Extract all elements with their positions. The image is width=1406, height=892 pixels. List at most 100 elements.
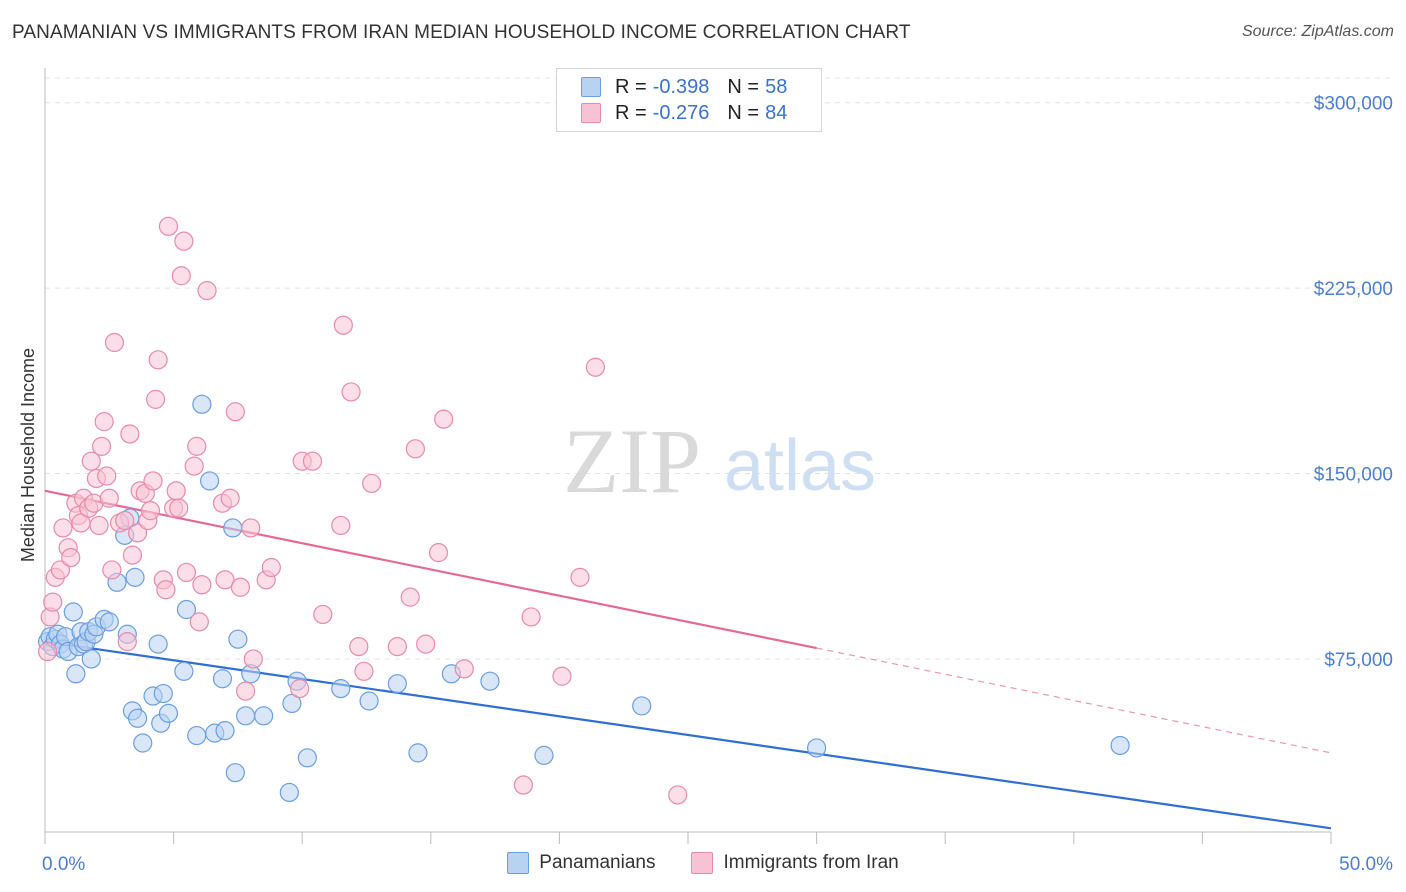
iran-point bbox=[331, 515, 351, 536]
iran-point bbox=[192, 575, 212, 595]
iran-point bbox=[668, 785, 688, 805]
y-tick-label: $225,000 bbox=[1314, 279, 1393, 300]
iran-point bbox=[349, 636, 369, 657]
panamanian-point bbox=[66, 664, 86, 684]
data-points bbox=[37, 216, 1130, 805]
n-value: 58 bbox=[765, 75, 788, 98]
iran-point bbox=[552, 666, 572, 686]
axes bbox=[44, 68, 1332, 844]
x-tick-label: 0.0% bbox=[42, 854, 85, 875]
panamanian-point bbox=[408, 743, 428, 763]
x-tick-label: 50.0% bbox=[1339, 854, 1393, 875]
panamanian-point bbox=[187, 725, 207, 746]
r-label: R = bbox=[615, 75, 647, 98]
iran-point bbox=[176, 562, 197, 583]
panamanian-trend-line bbox=[44, 640, 1332, 830]
iran-point bbox=[215, 570, 235, 590]
source-label: Source: ZipAtlas.com bbox=[1241, 23, 1394, 40]
iran-point bbox=[174, 231, 194, 251]
panamanian-point bbox=[254, 706, 274, 726]
panamanian-point bbox=[359, 691, 379, 711]
iran-point bbox=[102, 560, 122, 580]
iran-point bbox=[148, 350, 168, 370]
iran-point bbox=[94, 412, 114, 432]
iran-trend-line bbox=[44, 489, 817, 650]
legend-item-iran: Immigrants from Iran bbox=[691, 852, 899, 874]
iran-point bbox=[127, 523, 148, 543]
iran-point bbox=[236, 681, 256, 701]
watermark-atlas: atlas bbox=[724, 426, 876, 506]
iran-point bbox=[169, 498, 189, 518]
legend-item-panamanians: Panamanians bbox=[507, 852, 655, 874]
y-tick-label: $300,000 bbox=[1314, 94, 1393, 115]
iran-point bbox=[115, 510, 135, 531]
n-label: N = bbox=[727, 75, 760, 98]
iran-point bbox=[97, 466, 117, 486]
iran-point bbox=[513, 775, 533, 795]
iran-point bbox=[50, 560, 71, 580]
iran-point bbox=[400, 587, 420, 607]
panamanian-point bbox=[632, 696, 652, 716]
iran-point bbox=[187, 436, 207, 456]
panamanian-point bbox=[1110, 735, 1130, 756]
iran-point bbox=[416, 634, 436, 654]
iran-point bbox=[220, 488, 240, 508]
panamanian-point bbox=[236, 706, 256, 726]
iran-point bbox=[89, 515, 109, 536]
y-tick-label: $75,000 bbox=[1324, 650, 1393, 671]
iran-point bbox=[184, 456, 204, 476]
iran-point bbox=[570, 567, 590, 587]
iran-point bbox=[43, 592, 63, 612]
y-axis-label: Median Household Income bbox=[18, 348, 38, 562]
pink-swatch bbox=[581, 103, 601, 123]
iran-point bbox=[171, 266, 191, 286]
iran-point bbox=[387, 636, 407, 657]
iran-point bbox=[166, 481, 186, 501]
iran-point bbox=[61, 547, 81, 568]
blue-swatch bbox=[507, 852, 530, 874]
n-value: 84 bbox=[765, 101, 788, 124]
panamanian-point bbox=[125, 567, 145, 587]
iran-point bbox=[158, 216, 179, 236]
legend-label: Immigrants from Iran bbox=[723, 852, 899, 873]
panamanian-point bbox=[158, 703, 179, 723]
y-tick-label: $150,000 bbox=[1314, 465, 1393, 486]
panamanian-point bbox=[480, 671, 500, 691]
iran-point bbox=[454, 659, 474, 679]
r-value: -0.276 bbox=[652, 101, 710, 124]
panamanian-point bbox=[282, 693, 302, 714]
iran-point bbox=[225, 402, 245, 422]
iran-point bbox=[521, 607, 541, 627]
panamanian-point bbox=[387, 674, 407, 694]
panamanian-point bbox=[63, 602, 83, 622]
iran-point bbox=[230, 577, 251, 597]
iran-point bbox=[140, 501, 161, 521]
pink-swatch bbox=[691, 852, 714, 874]
legend-row-iran: R = -0.276 N = 84 bbox=[581, 100, 787, 126]
n-label: N = bbox=[727, 101, 760, 124]
iran-point bbox=[362, 473, 382, 494]
panamanian-point bbox=[174, 661, 194, 681]
legend-row-panamanians: R = -0.398 N = 58 bbox=[581, 74, 787, 100]
iran-point bbox=[81, 451, 101, 471]
gridlines bbox=[45, 77, 1392, 660]
panamanian-point bbox=[534, 745, 554, 765]
panamanian-point bbox=[148, 634, 168, 654]
blue-swatch bbox=[581, 77, 601, 97]
iran-point bbox=[120, 424, 140, 444]
iran-point bbox=[197, 281, 217, 301]
iran-point bbox=[354, 661, 374, 681]
iran-point bbox=[333, 315, 353, 335]
iran-point bbox=[145, 389, 166, 409]
panamanian-point bbox=[176, 599, 197, 620]
iran-point bbox=[143, 471, 163, 491]
watermark: ZIP atlas bbox=[563, 410, 876, 512]
panamanian-point bbox=[225, 763, 245, 783]
panamanian-point bbox=[279, 782, 299, 803]
panamanian-point bbox=[212, 669, 233, 689]
tick-labels: $75,000 $150,000 $225,000 $300,000 0.0% 50.0% bbox=[42, 94, 1393, 875]
panamanian-point bbox=[99, 612, 119, 632]
panamanian-point bbox=[215, 721, 235, 741]
panamanian-point bbox=[81, 649, 101, 669]
chart-title: PANAMANIAN VS IMMIGRANTS FROM IRAN MEDIA… bbox=[12, 22, 911, 43]
